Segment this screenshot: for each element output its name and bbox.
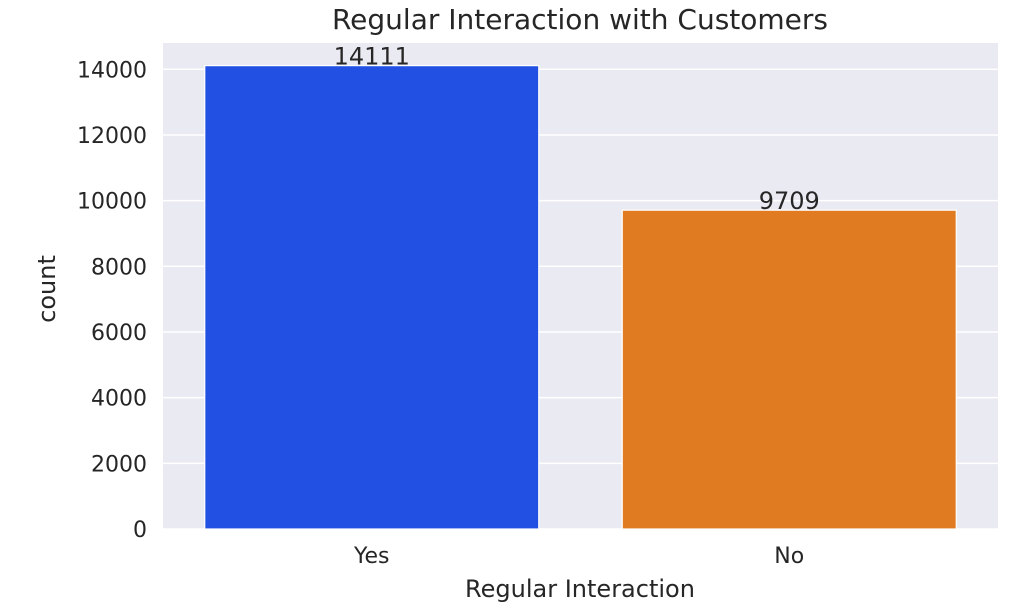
y-axis-label: count [33, 255, 61, 323]
y-tick-label: 10000 [77, 190, 147, 215]
bar-yes [204, 65, 540, 530]
x-axis-label: Regular Interaction [465, 575, 695, 603]
x-tick-label: Yes [353, 544, 390, 569]
y-tick-labels: 0 2000 4000 6000 8000 10000 12000 14000 [77, 58, 147, 543]
y-tick-label: 6000 [91, 321, 147, 346]
y-tick-label: 8000 [91, 255, 147, 280]
y-tick-label: 14000 [77, 58, 147, 83]
data-label: 9709 [759, 187, 820, 215]
y-tick-label: 4000 [91, 387, 147, 412]
x-tick-labels: Yes No [353, 544, 804, 569]
bars [204, 65, 957, 530]
data-label: 14111 [334, 43, 410, 71]
y-tick-label: 0 [133, 518, 147, 543]
y-tick-label: 2000 [91, 452, 147, 477]
x-tick-label: No [774, 544, 804, 569]
bar-no [621, 209, 957, 530]
y-tick-label: 12000 [77, 124, 147, 149]
data-labels: 14111 9709 [334, 43, 820, 216]
chart-title: Regular Interaction with Customers [332, 3, 828, 36]
